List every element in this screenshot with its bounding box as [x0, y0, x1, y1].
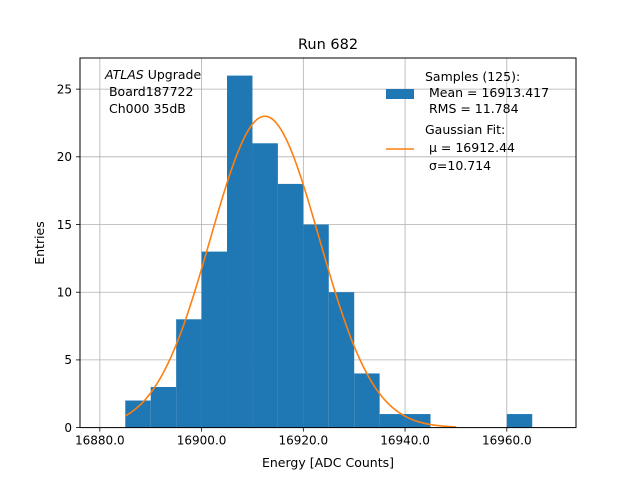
annotation-atlas: ATLAS	[104, 67, 144, 82]
x-tick-label: 16900.0	[177, 434, 227, 448]
histogram-bar	[354, 373, 380, 428]
annotation-board: Board187722	[105, 84, 193, 99]
annotation-channel: Ch000 35dB	[105, 101, 186, 116]
y-tick-label: 20	[57, 150, 72, 164]
histogram-bar	[227, 75, 253, 428]
chart-title: Run 682	[298, 37, 358, 53]
legend-samples-line2: Mean = 16913.417	[425, 85, 549, 100]
y-axis-label: Entries	[32, 221, 47, 265]
annotation-upgrade: Upgrade	[144, 67, 202, 82]
legend: Samples (125): Mean = 16913.417 RMS = 11…	[386, 69, 549, 173]
y-tick-label: 25	[57, 82, 72, 96]
gaussian-fit-line	[124, 115, 456, 428]
histogram-bars	[125, 75, 533, 428]
legend-fit-line3: σ=10.714	[425, 158, 491, 173]
x-axis-label: Energy [ADC Counts]	[262, 455, 394, 470]
histogram-bar	[176, 319, 202, 428]
y-tick-label: 5	[64, 353, 72, 367]
histogram-bar	[379, 414, 406, 428]
histogram-bar	[277, 183, 304, 428]
legend-swatch-samples	[386, 89, 414, 99]
x-axis-ticks: 16880.0 16900.0 16920.0 16940.0 16960.0	[75, 427, 532, 448]
y-tick-label: 0	[64, 421, 72, 435]
histogram-bar	[252, 143, 278, 428]
y-tick-label: 10	[57, 286, 72, 300]
histogram-bar	[506, 414, 533, 428]
legend-fit-line2: μ = 16912.44	[425, 140, 515, 155]
legend-samples-line3: RMS = 11.784	[425, 101, 519, 116]
y-tick-label: 15	[57, 218, 72, 232]
histogram-bar	[328, 292, 355, 428]
legend-samples-line1: Samples (125):	[425, 69, 520, 84]
gaussian-fit	[124, 115, 456, 428]
svg-text:ATLAS Upgrade: ATLAS Upgrade	[104, 67, 201, 82]
atlas-annotation: ATLAS Upgrade Board187722 Ch000 35dB	[104, 67, 201, 116]
legend-fit-line1: Gaussian Fit:	[425, 122, 505, 137]
y-axis-ticks: 0 5 10 15 20 25	[57, 82, 80, 435]
x-tick-label: 16940.0	[380, 434, 430, 448]
x-tick-label: 16880.0	[75, 434, 125, 448]
plot-frame	[79, 57, 577, 429]
x-tick-label: 16920.0	[279, 434, 329, 448]
histogram-bar	[303, 224, 329, 428]
histogram-bar	[201, 251, 228, 428]
x-tick-label: 16960.0	[482, 434, 532, 448]
histogram-bar	[150, 386, 177, 428]
